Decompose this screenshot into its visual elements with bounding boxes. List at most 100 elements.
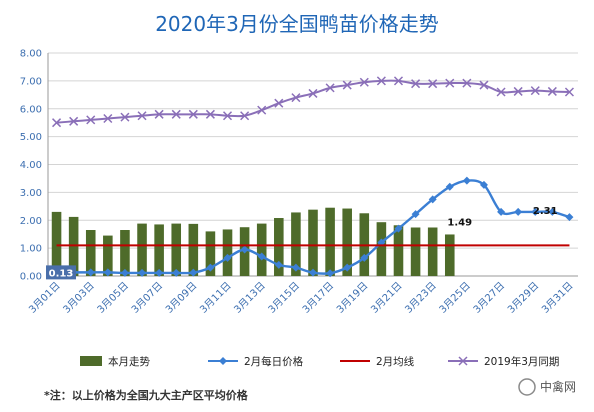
y-tick-label: 8.00: [20, 49, 42, 60]
point: [171, 109, 181, 119]
bar: [205, 231, 216, 276]
point: [274, 260, 283, 269]
point: [205, 109, 215, 119]
point: [376, 76, 386, 86]
x-tick-label: 3月15日: [266, 280, 302, 316]
point: [428, 195, 437, 204]
bar: [427, 227, 438, 276]
bar: [325, 207, 335, 276]
x-tick-label: 3月31日: [539, 280, 575, 316]
x-tick-label: 3月03日: [61, 280, 97, 316]
bar: [51, 211, 62, 276]
point: [530, 86, 540, 96]
point: [496, 87, 506, 97]
point: [308, 88, 318, 98]
point: [86, 115, 96, 125]
legend-label: 2月均线: [376, 355, 415, 368]
point: [564, 87, 574, 97]
point: [274, 98, 284, 108]
point: [257, 105, 267, 115]
legend-label: 2月每日价格: [244, 355, 304, 368]
point: [206, 263, 215, 272]
point: [86, 268, 95, 277]
point: [393, 76, 404, 86]
point: [257, 252, 266, 261]
watermark-icon: [518, 378, 536, 396]
point: [325, 83, 335, 93]
y-axis: 0.00 1.00 2.00 3.00 4.00 5.00 6.00 7.00 8.00: [20, 49, 42, 283]
point: [291, 263, 300, 272]
x-tick-label: 3月25日: [437, 280, 473, 316]
bar: [222, 229, 233, 276]
point: [69, 116, 79, 126]
x-tick-label: 3月17日: [300, 280, 336, 316]
watermark-text: 中禽网: [540, 379, 576, 394]
bar: [256, 223, 267, 276]
bar: [171, 223, 182, 276]
x-tick-label: 3月07日: [129, 280, 165, 316]
point: [103, 113, 113, 124]
x-tick-label: 3月11日: [198, 280, 234, 316]
point: [548, 207, 557, 216]
bar: [291, 212, 301, 276]
point: [326, 269, 335, 278]
legend-marker: [458, 356, 468, 366]
y-tick-label: 6.00: [20, 104, 42, 115]
x-tick-label: 3月27日: [471, 280, 507, 316]
bar: [444, 234, 455, 276]
y-tick-label: 2.00: [20, 216, 42, 227]
point: [342, 80, 352, 90]
bar: [85, 230, 96, 276]
bar: [188, 223, 199, 276]
point: [394, 224, 403, 233]
bar: [274, 218, 284, 276]
point: [188, 109, 198, 119]
y-tick-label: 0.00: [20, 272, 42, 283]
data-label: 1.49: [447, 217, 472, 228]
x-tick-label: 3月21日: [368, 280, 404, 316]
grid: [47, 52, 578, 277]
y-tick-label: 1.00: [20, 244, 42, 255]
point: [120, 268, 129, 277]
point: [120, 112, 130, 122]
legend-label: 2019年3月同期: [484, 355, 559, 368]
point: [291, 93, 301, 103]
point: [462, 176, 471, 185]
point: [411, 210, 420, 219]
legend-swatch: [80, 356, 102, 366]
y-tick-label: 3.00: [20, 188, 42, 199]
point: [240, 111, 250, 121]
bar: [120, 230, 130, 276]
data-label: 2.31: [533, 206, 558, 217]
point: [189, 268, 198, 277]
point: [445, 78, 455, 88]
point: [497, 207, 506, 216]
point: [360, 253, 369, 262]
x-tick-label: 3月19日: [334, 280, 370, 316]
point: [479, 180, 488, 189]
bar: [393, 225, 404, 276]
point: [103, 268, 112, 277]
point: [52, 118, 62, 128]
bar: [154, 224, 164, 276]
chart-title: 2020年3月份全国鸭苗价格走势: [155, 12, 439, 36]
series-line: [56, 79, 570, 124]
point: [172, 268, 181, 277]
bar: [376, 222, 387, 276]
line-series: [52, 76, 574, 278]
point: [222, 111, 233, 121]
point: [462, 78, 472, 88]
legend: 本月走势 2月每日价格 2月均线 2019年3月同期: [80, 355, 559, 368]
point: [514, 207, 523, 216]
y-tick-label: 7.00: [20, 76, 42, 87]
data-label: 0.13: [49, 268, 74, 279]
data-labels: 1.49 2.31 0.13: [46, 206, 558, 280]
point: [343, 263, 352, 272]
legend-marker: [219, 357, 227, 365]
y-tick-label: 4.00: [20, 160, 42, 171]
x-tick-label: 3月13日: [232, 280, 268, 316]
legend-label: 本月走势: [108, 355, 150, 368]
point: [547, 86, 557, 96]
